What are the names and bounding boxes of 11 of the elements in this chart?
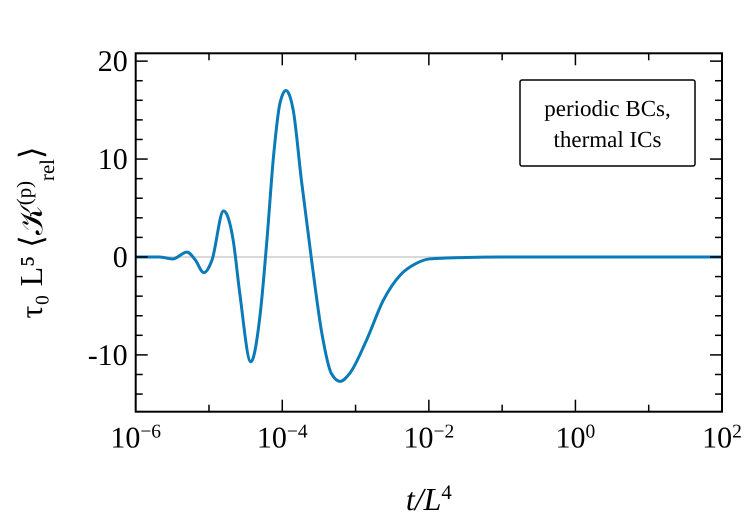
y-tick-label: 10	[98, 143, 128, 176]
x-tick-label: 10$^{2}$	[702, 421, 742, 455]
x-tick-label: 10$^{−4}$	[256, 421, 308, 455]
annotation: periodic BCs, thermal ICs	[544, 96, 671, 152]
x-tick-label: 10$^{−2}$	[403, 421, 454, 455]
x-tick-label: 10$^{0}$	[556, 421, 596, 455]
x-tick-label: 10$^{−6}$	[110, 421, 162, 455]
y-tick-label: -10	[88, 338, 128, 372]
y-tick-label: 0	[112, 240, 128, 274]
x-axis-title: t/L$^{4}$	[406, 480, 452, 517]
y-tick-label: 20	[98, 45, 128, 78]
